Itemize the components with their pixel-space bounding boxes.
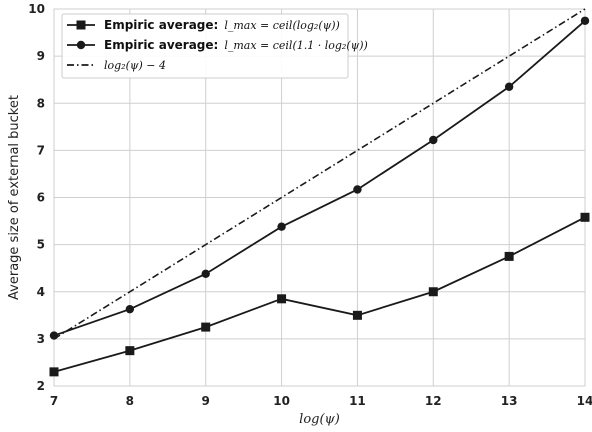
series-1 <box>49 212 590 377</box>
x-tick-label: 7 <box>50 394 58 408</box>
square-marker <box>201 322 211 332</box>
legend-item-2: Empiric average: l_max = ceil(1.1 · log₂(… <box>67 38 368 52</box>
series-2 <box>49 16 590 340</box>
y-tick-label: 4 <box>37 285 45 299</box>
circle-marker <box>76 40 86 50</box>
series-line <box>53 8 586 340</box>
square-marker <box>277 294 287 304</box>
x-tick-label: 9 <box>202 394 210 408</box>
x-tick-label: 13 <box>501 394 518 408</box>
x-tick-label: 14 <box>577 394 592 408</box>
circle-marker <box>353 185 362 194</box>
circle-marker <box>429 135 438 145</box>
circle-marker <box>504 82 514 91</box>
circle-marker <box>49 331 59 340</box>
y-tick-label: 2 <box>37 379 45 393</box>
y-axis-label: Average size of external bucket <box>7 95 22 300</box>
x-tick-label: 11 <box>349 394 366 408</box>
y-tick-label: 7 <box>37 143 45 157</box>
y-tick-label: 6 <box>37 191 45 205</box>
square-marker <box>49 367 59 377</box>
y-tick-label: 5 <box>37 238 45 252</box>
y-tick-label: 8 <box>37 96 45 110</box>
circle-marker <box>201 269 210 279</box>
x-tick-label: 10 <box>273 394 290 408</box>
plot-frame <box>53 8 586 387</box>
x-axis-label: log(ψ) <box>299 412 340 427</box>
circle-marker <box>277 222 286 231</box>
square-marker <box>352 310 362 320</box>
legend-box <box>61 13 349 79</box>
circle-marker <box>125 304 135 314</box>
legend-label: Empiric average: <box>104 18 218 32</box>
legend-formula: log₂(ψ) − 4 <box>104 59 166 72</box>
legend-item-3: log₂(ψ) − 4 <box>67 59 166 72</box>
square-marker <box>580 212 590 222</box>
legend-item-1: Empiric average: l_max = ceil(log₂(ψ)) <box>67 18 340 32</box>
square-marker <box>428 287 438 297</box>
legend: Empiric average: l_max = ceil(log₂(ψ))Emp… <box>61 13 368 79</box>
square-marker <box>125 346 135 356</box>
legend-label: Empiric average: <box>104 38 218 52</box>
legend-formula: l_max = ceil(1.1 · log₂(ψ)) <box>224 39 368 52</box>
x-tick-label: 8 <box>126 394 134 408</box>
tick-labels: 7 8 9 10 11 12 13 14 2 3 4 5 6 7 8 9 10 <box>28 2 592 408</box>
y-tick-label: 10 <box>28 2 45 16</box>
y-tick-label: 3 <box>37 332 45 346</box>
y-tick-label: 9 <box>37 49 45 63</box>
series-layer <box>49 8 590 377</box>
series-3 <box>53 8 586 340</box>
circle-marker <box>580 16 590 25</box>
legend-formula: l_max = ceil(log₂(ψ)) <box>224 19 340 32</box>
series-line <box>53 216 586 373</box>
square-marker <box>504 251 514 261</box>
square-marker <box>76 20 86 30</box>
series-line <box>53 20 586 337</box>
x-tick-label: 12 <box>425 394 442 408</box>
